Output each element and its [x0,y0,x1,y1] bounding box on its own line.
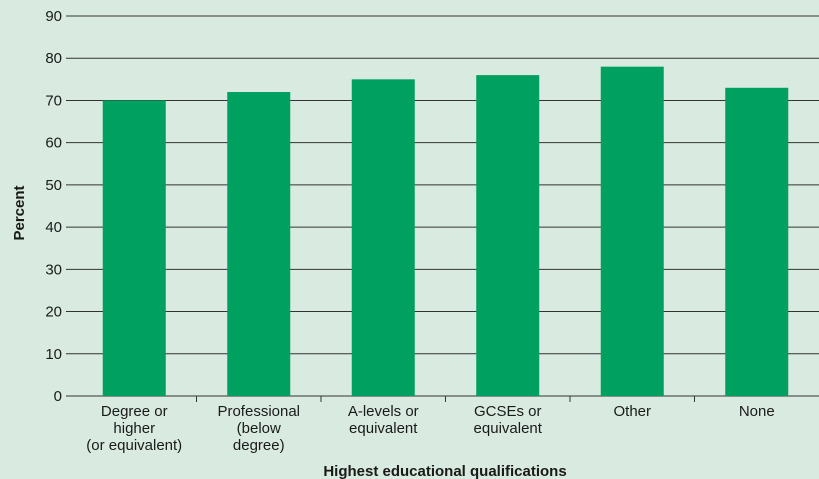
grid-layer [66,15,819,402]
x-category-line: GCSEs or [474,403,542,420]
bar-3 [476,75,540,396]
bar-4 [600,66,664,397]
bar-layer [102,66,789,397]
bar-1 [227,92,291,396]
x-category-labels: Degree or higher (or equivalent) Profession… [86,403,774,454]
y-tick-label-30: 30 [45,261,62,278]
y-tick-label-80: 80 [45,50,62,67]
x-category-line: Professional [217,403,300,420]
x-category-line: degree) [233,437,285,454]
x-category-line: A-levels or [348,403,419,420]
x-category-label-2: A-levels or equivalent [348,403,419,437]
y-tick-label-40: 40 [45,219,62,236]
bar-0 [102,100,166,396]
x-category-label-0: Degree or higher (or equivalent) [86,403,182,454]
y-tick-label-20: 20 [45,304,62,321]
y-tick-label-0: 0 [54,388,62,405]
y-tick-label-50: 50 [45,177,62,194]
y-tick-label-60: 60 [45,135,62,152]
y-axis-title: Percent [11,185,28,240]
x-category-line: None [739,403,775,420]
x-category-label-3: GCSEs or equivalent [474,403,543,437]
y-tick-label-90: 90 [45,8,62,25]
x-category-line: (or equivalent) [86,437,182,454]
y-tick-label-10: 10 [45,346,62,363]
x-category-label-4: Other [613,403,651,420]
bar-5 [725,87,789,397]
y-tick-labels: 0 10 20 30 40 50 60 70 80 90 [45,8,62,405]
x-category-label-5: None [739,403,775,420]
bar-2 [351,79,415,396]
x-category-line: Degree or [101,403,168,420]
x-category-line: higher [113,420,155,437]
x-category-line: equivalent [474,420,543,437]
y-tick-label-70: 70 [45,92,62,109]
x-category-line: (below [237,420,281,437]
x-category-label-1: Professional (below degree) [217,403,300,454]
x-category-line: Other [613,403,651,420]
x-axis-title: Highest educational qualifications [323,463,566,479]
x-category-line: equivalent [349,420,418,437]
